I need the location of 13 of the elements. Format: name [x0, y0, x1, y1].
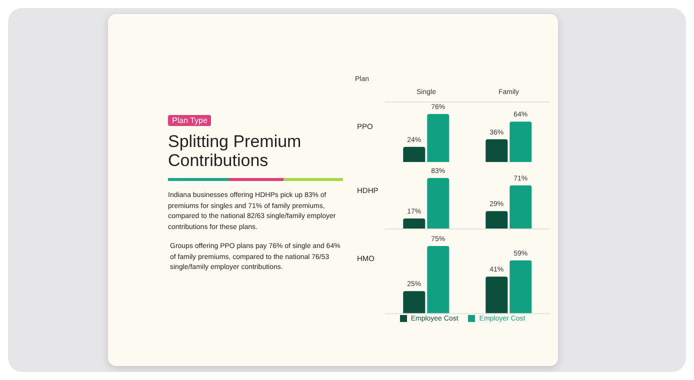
bar [510, 185, 532, 229]
bar [486, 211, 508, 229]
bar [427, 178, 450, 229]
bar [486, 139, 508, 162]
text: Plan Type [168, 115, 212, 126]
text: Splitting Premium Contributions [168, 132, 302, 170]
bar [427, 246, 450, 314]
bar [403, 218, 426, 229]
bar [510, 260, 532, 314]
bar [427, 114, 450, 162]
bar [486, 276, 508, 314]
bar [510, 122, 532, 162]
bar [403, 146, 426, 162]
